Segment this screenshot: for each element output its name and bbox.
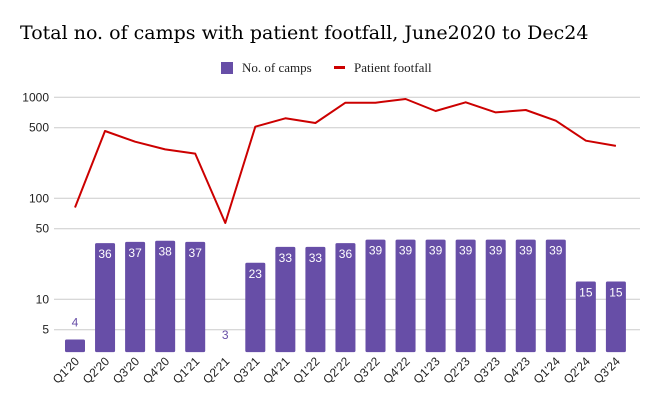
bar-data-label: 39 xyxy=(519,244,533,258)
x-tick-label: Q3'23 xyxy=(471,354,504,387)
bar xyxy=(455,239,476,353)
x-tick-label: Q2'21 xyxy=(200,354,233,387)
chart-title: Total no. of camps with patient footfall… xyxy=(20,22,588,44)
legend: No. of camps Patient footfall xyxy=(221,60,432,75)
x-tick-label: Q3'20 xyxy=(110,354,143,387)
x-tick-label: Q1'21 xyxy=(170,354,203,387)
legend-label-bars: No. of camps xyxy=(242,60,312,75)
x-tick-label: Q3'22 xyxy=(350,354,383,387)
bar xyxy=(155,240,176,353)
bar xyxy=(275,246,296,353)
bar-data-label: 33 xyxy=(309,251,323,265)
bar-data-label: 39 xyxy=(369,244,383,258)
bar xyxy=(605,281,626,353)
bar xyxy=(515,239,536,353)
bar xyxy=(395,239,416,353)
bar-data-label: 23 xyxy=(249,267,263,281)
y-tick-label: 5 xyxy=(42,323,49,337)
x-tick-label: Q1'20 xyxy=(50,354,83,387)
bar-data-label: 15 xyxy=(579,286,593,300)
x-tick-label: Q3'24 xyxy=(591,354,624,387)
x-tick-label: Q2'20 xyxy=(80,354,113,387)
bar xyxy=(125,241,146,353)
line-series xyxy=(74,98,617,224)
footfall-line xyxy=(74,98,617,224)
bar-series xyxy=(65,239,626,353)
x-tick-label: Q4'20 xyxy=(140,354,173,387)
x-tick-label: Q4'21 xyxy=(260,354,293,387)
bar-data-label: 36 xyxy=(98,247,112,261)
bar-data-label: 37 xyxy=(189,246,203,260)
data-labels: 4 36 37 38 37 3 23 33 33 36 39 39 39 39 39 39 39 15 15 xyxy=(72,244,623,343)
legend-label-line: Patient footfall xyxy=(354,60,432,75)
y-tick-label: 10 xyxy=(36,292,50,306)
x-axis-ticks: Q1'20Q2'20Q3'20Q4'20Q1'21Q2'21Q3'21Q4'21… xyxy=(50,354,623,387)
bar xyxy=(425,239,446,353)
x-tick-label: Q1'22 xyxy=(290,354,323,387)
bar xyxy=(365,239,386,353)
x-tick-label: Q4'22 xyxy=(380,354,413,387)
y-tick-label: 100 xyxy=(29,191,49,205)
bar xyxy=(485,239,506,353)
bar xyxy=(65,339,85,353)
bar xyxy=(245,262,266,353)
bar xyxy=(575,281,596,353)
bar-data-label: 39 xyxy=(399,244,413,258)
bar-data-label: 39 xyxy=(459,244,473,258)
y-tick-label: 1000 xyxy=(22,90,49,104)
bar-data-label: 4 xyxy=(72,315,79,329)
x-tick-label: Q3'21 xyxy=(230,354,263,387)
x-tick-label: Q1'24 xyxy=(531,354,564,387)
bar xyxy=(545,239,566,353)
bar xyxy=(185,241,206,353)
bar-data-label: 38 xyxy=(158,245,172,259)
bar-data-label: 39 xyxy=(489,244,503,258)
bar-data-label: 39 xyxy=(549,244,563,258)
y-tick-label: 500 xyxy=(29,121,49,135)
bar-data-label: 39 xyxy=(429,244,443,258)
y-tick-label: 50 xyxy=(36,222,50,236)
bar xyxy=(335,243,356,353)
bar-data-label: 33 xyxy=(279,251,293,265)
x-tick-label: Q4'23 xyxy=(501,354,534,387)
y-axis-ticks: 1000 500 100 50 10 5 xyxy=(22,90,49,336)
x-tick-label: Q2'23 xyxy=(440,354,473,387)
bar-data-label: 37 xyxy=(128,246,142,260)
bar xyxy=(95,243,116,353)
legend-swatch-line xyxy=(334,66,345,69)
bar-data-label: 3 xyxy=(222,328,229,342)
bar xyxy=(305,246,326,353)
x-tick-label: Q1'23 xyxy=(410,354,443,387)
x-tick-label: Q2'22 xyxy=(320,354,353,387)
bar-data-label: 15 xyxy=(609,286,623,300)
bar-data-label: 36 xyxy=(339,247,353,261)
x-tick-label: Q2'24 xyxy=(561,354,594,387)
legend-swatch-bars xyxy=(221,62,233,74)
